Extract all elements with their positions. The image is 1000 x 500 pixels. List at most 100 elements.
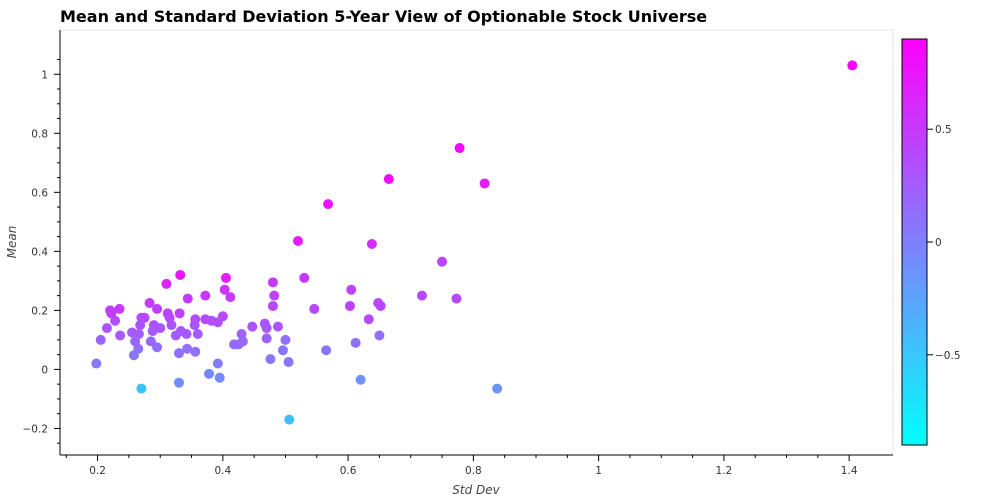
colorbar (901, 38, 928, 446)
data-point (144, 298, 155, 309)
data-point (323, 199, 334, 210)
x-axis-ticks: 0.2 0.4 0.6 0.8 1 1.2 1.4 (65, 455, 858, 477)
data-point (284, 414, 295, 425)
colorbar-ticks: −0.5 0 0.5 (927, 124, 961, 362)
data-point (220, 272, 231, 283)
data-point (101, 323, 112, 334)
data-point (280, 334, 291, 345)
data-point (152, 303, 163, 314)
data-point (145, 336, 156, 347)
x-tick-label: 0.4 (214, 465, 231, 477)
data-point (247, 321, 258, 332)
data-point (190, 314, 201, 325)
data-point (192, 328, 203, 339)
y-tick-label: 0.4 (31, 246, 48, 258)
data-point (261, 333, 272, 344)
y-tick-label: 0.6 (31, 187, 48, 199)
y-tick-label: −0.2 (23, 423, 49, 435)
data-point (162, 308, 173, 319)
data-point (437, 256, 448, 267)
y-axis-label: Mean (5, 226, 19, 259)
data-point (135, 320, 146, 331)
data-point (375, 300, 386, 311)
data-point (451, 293, 462, 304)
data-point (374, 330, 385, 341)
data-point (105, 305, 116, 316)
data-point (265, 354, 276, 365)
data-point (174, 308, 185, 319)
data-point (277, 345, 288, 356)
data-point (261, 323, 272, 334)
data-point (366, 238, 377, 249)
colorbar-tick-label: 0.5 (935, 124, 952, 136)
plot-frame (59, 29, 894, 456)
data-point (170, 330, 181, 341)
data-point (236, 328, 247, 339)
data-point (200, 314, 211, 325)
data-point (147, 326, 158, 337)
data-point (152, 342, 163, 353)
data-point (267, 277, 278, 288)
data-point (272, 321, 283, 332)
data-point (95, 334, 106, 345)
y-axis-ticks: −0.2 0 0.2 0.4 0.6 0.8 1 (23, 59, 60, 444)
data-point (225, 292, 236, 303)
x-tick-label: 1.2 (716, 465, 733, 477)
data-point (115, 330, 126, 341)
x-axis-label: Std Dev (452, 483, 500, 497)
x-tick-label: 1.4 (841, 465, 858, 477)
colorbar-tick-label: −0.5 (935, 350, 961, 362)
x-tick-label: 1 (595, 465, 602, 477)
scatter-points (91, 60, 858, 425)
data-point (212, 358, 223, 369)
data-point (161, 278, 172, 289)
y-tick-label: 0.2 (31, 305, 48, 317)
data-point (127, 327, 138, 338)
data-point (269, 290, 280, 301)
data-point (267, 300, 278, 311)
data-point (355, 374, 366, 385)
data-point (110, 315, 121, 326)
data-point (174, 377, 184, 388)
data-point (283, 357, 294, 368)
data-point (350, 337, 361, 348)
data-point (321, 345, 332, 356)
data-point (175, 269, 186, 280)
data-point (309, 303, 320, 314)
data-point (200, 290, 211, 301)
chart-title: Mean and Standard Deviation 5-Year View … (60, 7, 707, 26)
data-point (182, 343, 193, 354)
data-point (293, 236, 303, 247)
data-point (219, 284, 230, 295)
data-point (229, 339, 240, 350)
data-point (190, 346, 201, 357)
data-point (136, 383, 147, 394)
y-tick-label: 0 (41, 364, 48, 376)
data-point (204, 368, 215, 379)
x-tick-label: 0.2 (89, 465, 106, 477)
data-point (128, 350, 139, 361)
data-point (847, 60, 858, 71)
data-point (344, 300, 355, 311)
data-point (136, 312, 147, 323)
data-point (417, 290, 428, 301)
x-tick-label: 0.6 (340, 465, 357, 477)
data-point (383, 174, 394, 185)
colorbar-tick-label: 0 (935, 237, 942, 249)
y-tick-label: 1 (41, 69, 48, 81)
data-point (492, 383, 503, 394)
data-point (91, 358, 102, 369)
data-point (479, 178, 490, 189)
data-point (114, 303, 125, 314)
data-point (363, 314, 374, 325)
data-point (299, 272, 310, 283)
y-tick-label: 0.8 (31, 128, 48, 140)
data-point (130, 336, 141, 347)
data-point (182, 293, 193, 304)
data-point (346, 284, 357, 295)
data-point (174, 348, 184, 359)
data-point (214, 372, 225, 383)
x-tick-label: 0.8 (465, 465, 482, 477)
data-point (454, 143, 465, 154)
